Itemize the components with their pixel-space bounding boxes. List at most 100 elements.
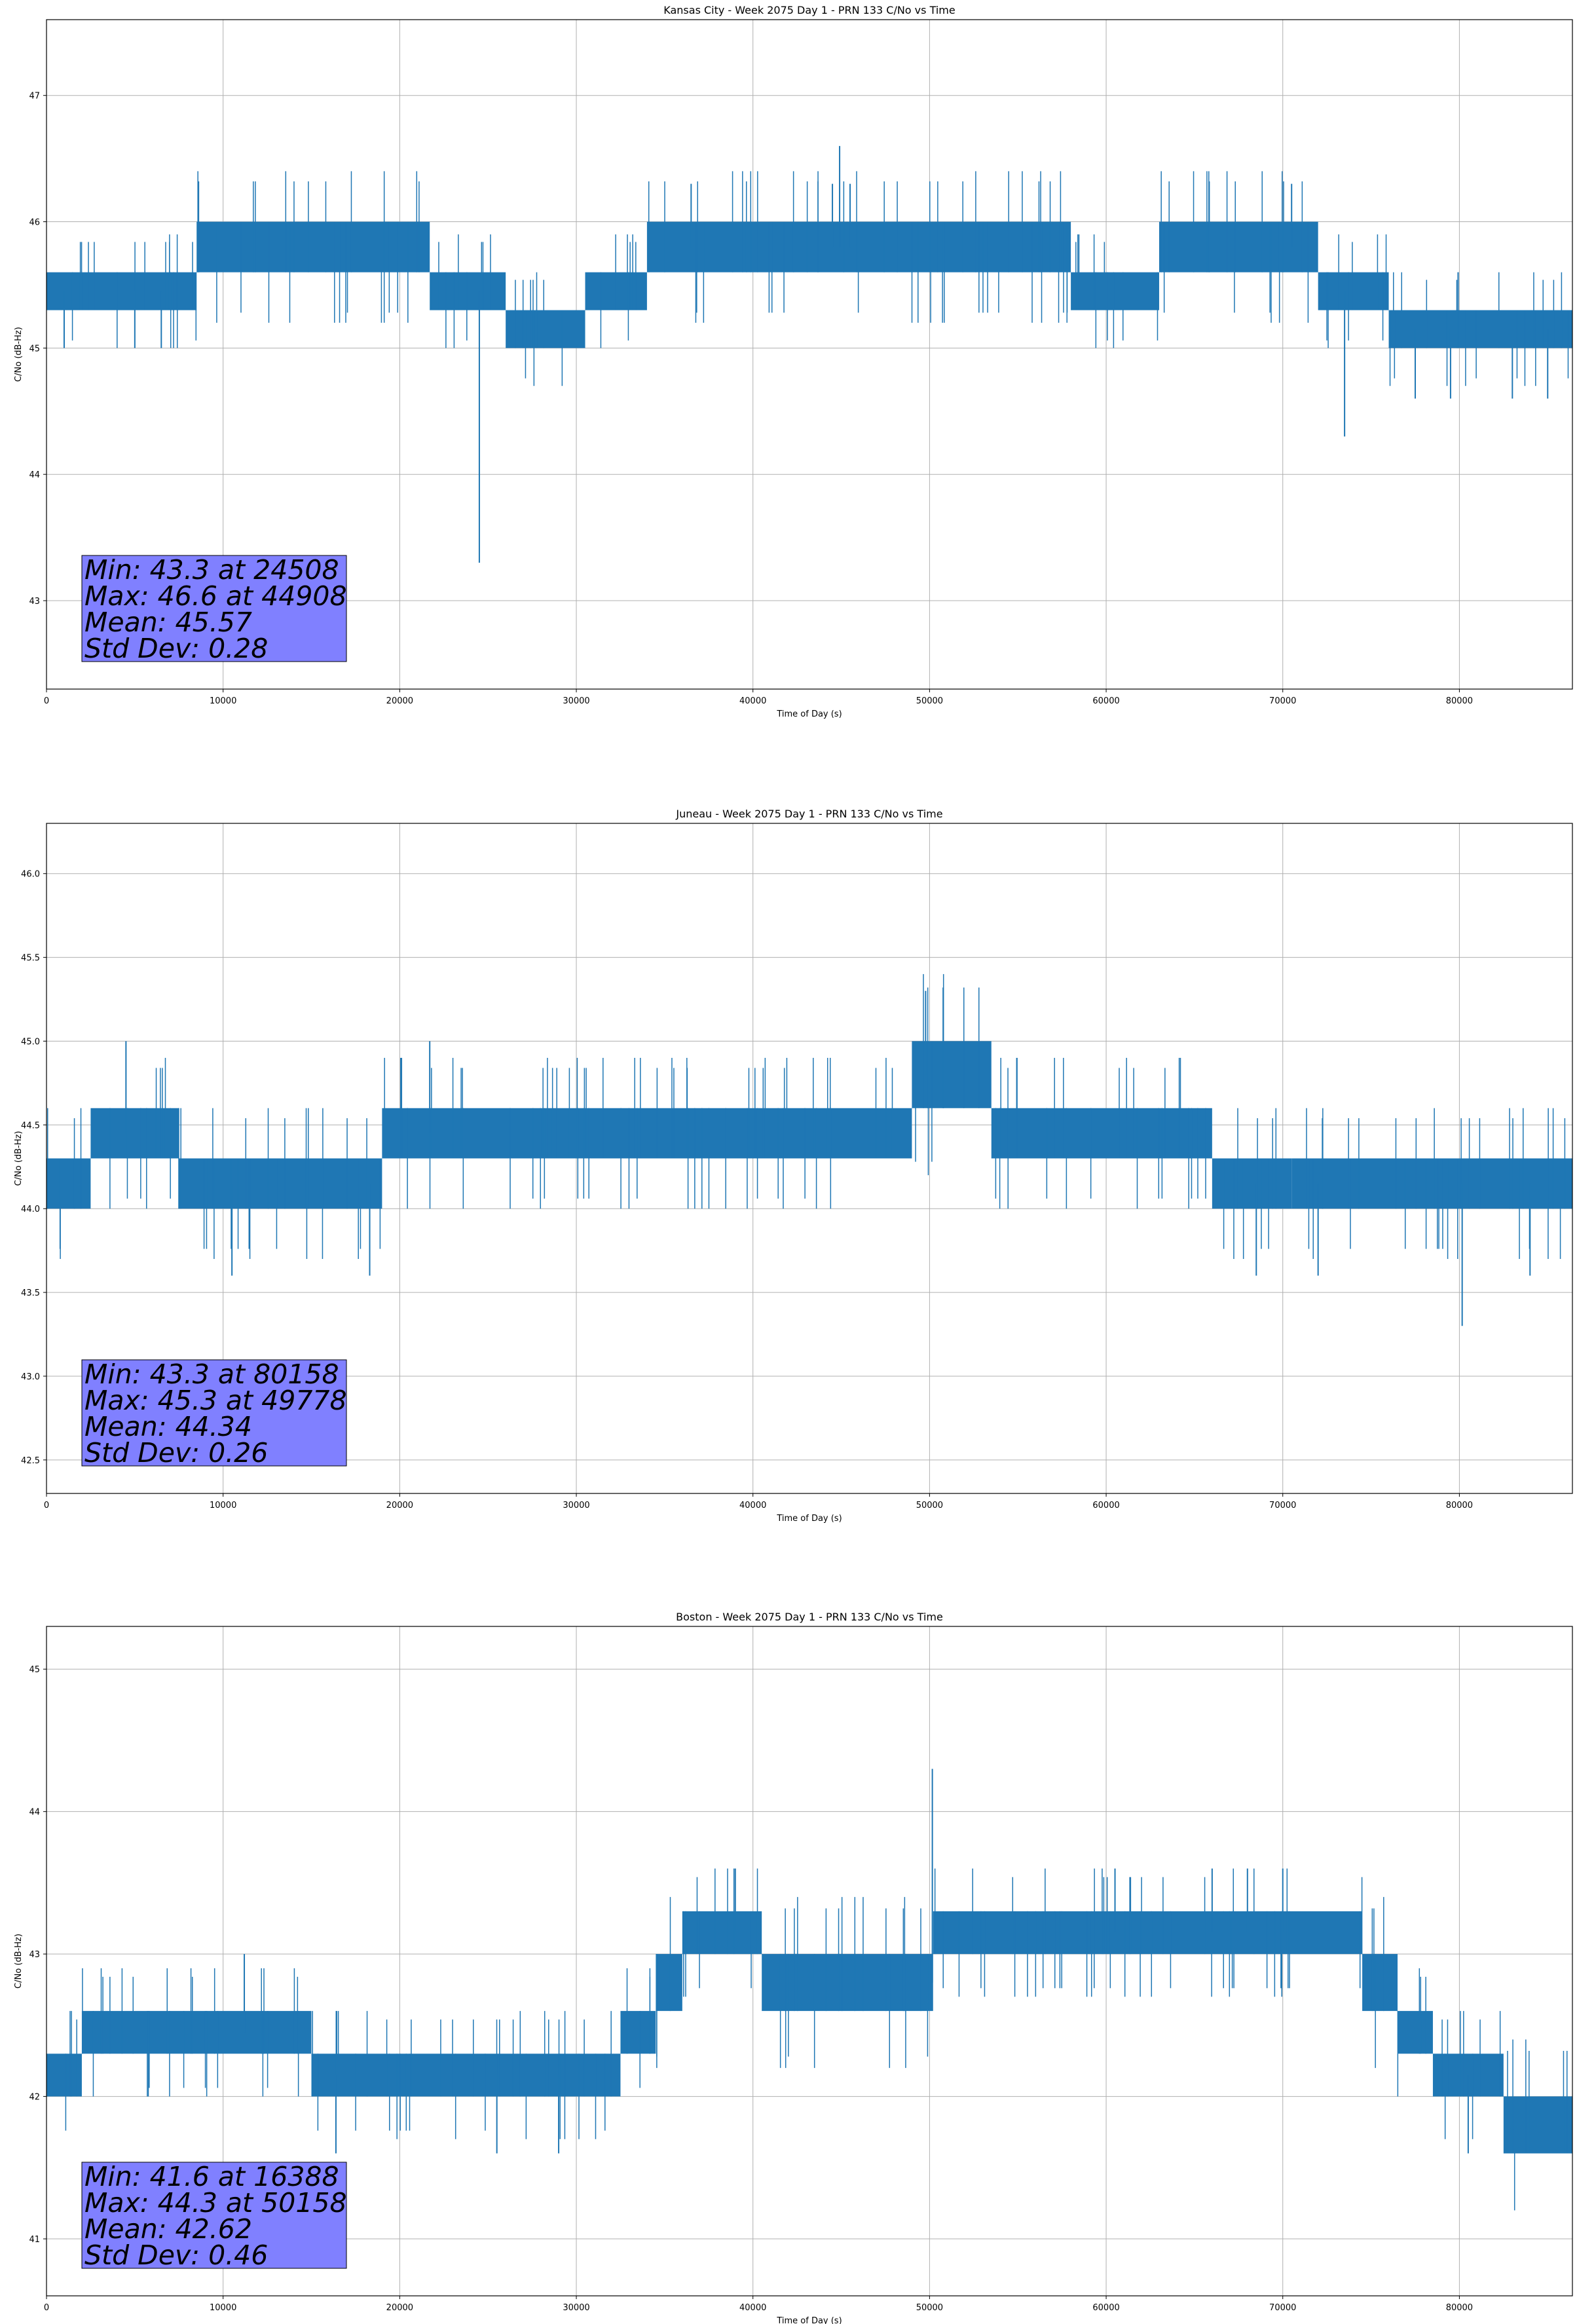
x-tick-label: 40000 — [739, 2303, 766, 2313]
x-tick-label: 30000 — [563, 2303, 589, 2313]
stats-box — [81, 555, 347, 662]
y-tick-label: 44.5 — [21, 1121, 40, 1131]
axes-frame — [46, 19, 1573, 690]
stats-line: Min: 43.3 at 24508 — [84, 554, 339, 586]
signal-band — [311, 2053, 621, 2097]
signal-band — [656, 1954, 682, 2012]
x-tick-label: 30000 — [563, 696, 589, 706]
y-tick-label: 44 — [29, 1808, 40, 1818]
signal-band — [1071, 272, 1159, 310]
signal-band — [506, 310, 585, 348]
series-line — [46, 1769, 1572, 2211]
y-tick-label: 43.5 — [21, 1288, 40, 1298]
signal-band — [1362, 1954, 1398, 2012]
stats-line: Min: 43.3 at 80158 — [84, 1359, 339, 1390]
signal-band — [81, 2011, 312, 2054]
y-axis-label: C/No (dB-Hz) — [14, 1131, 24, 1186]
y-axis-label: C/No (dB-Hz) — [14, 327, 24, 382]
x-tick-label: 80000 — [1446, 1501, 1473, 1510]
signal-band — [1388, 310, 1572, 348]
y-tick-label: 43 — [29, 1950, 40, 1960]
y-axis-label: C/No (dB-Hz) — [14, 1934, 24, 1989]
stats-box — [81, 2162, 347, 2269]
signal-band — [430, 272, 506, 310]
y-tick-label: 44.0 — [21, 1205, 40, 1214]
y-tick-label: 47 — [29, 92, 40, 102]
y-tick-label: 46 — [29, 218, 40, 228]
signal-band — [196, 221, 430, 272]
x-tick-label: 60000 — [1092, 696, 1119, 706]
x-tick-label: 40000 — [739, 696, 766, 706]
x-axis-label: Time of Day (s) — [776, 2316, 842, 2324]
y-tick-label: 45 — [29, 344, 40, 354]
x-tick-label: 20000 — [386, 2303, 413, 2313]
signal-band — [1291, 1158, 1572, 1209]
x-tick-label: 10000 — [210, 2303, 236, 2313]
x-tick-label: 10000 — [210, 696, 236, 706]
y-tick-label: 41 — [29, 2235, 40, 2245]
chart-title: Kansas City - Week 2075 Day 1 - PRN 133 … — [663, 4, 955, 16]
x-tick-label: 20000 — [386, 696, 413, 706]
series-line — [46, 974, 1572, 1326]
stats-line: Std Dev: 0.26 — [84, 1437, 268, 1469]
signal-band — [620, 2011, 656, 2054]
y-tick-label: 43 — [29, 597, 40, 607]
y-tick-label: 43.0 — [21, 1372, 40, 1382]
signal-band — [1398, 2011, 1433, 2054]
stats-line: Max: 44.3 at 50158 — [84, 2187, 347, 2219]
stats-line: Mean: 44.34 — [84, 1411, 252, 1442]
x-tick-label: 70000 — [1269, 696, 1296, 706]
series-line — [46, 145, 1572, 563]
chart-title: Boston - Week 2075 Day 1 - PRN 133 C/No … — [676, 1611, 943, 1623]
stats-line: Mean: 45.57 — [84, 607, 252, 638]
x-tick-label: 0 — [44, 696, 49, 706]
signal-band — [762, 1954, 933, 2012]
signal-band — [46, 272, 197, 310]
stats-line: Std Dev: 0.46 — [84, 2240, 268, 2271]
signal-band — [382, 1108, 603, 1159]
x-tick-label: 70000 — [1269, 2303, 1296, 2313]
x-tick-label: 60000 — [1092, 1501, 1119, 1510]
signal-band — [1212, 1158, 1292, 1209]
x-axis-label: Time of Day (s) — [776, 1514, 842, 1524]
chart-panel-3: 0 10000 20000 30000 40000 50000 60000 70000 8000… — [14, 1611, 1573, 2324]
axes-frame — [46, 823, 1573, 1494]
signal-band — [90, 1108, 179, 1159]
x-tick-label: 50000 — [916, 2303, 943, 2313]
signal-band — [682, 1911, 762, 1955]
signal-band — [933, 1911, 1363, 1955]
x-tick-label: 80000 — [1446, 696, 1473, 706]
chart-panel-2: 0 10000 20000 30000 40000 50000 60000 70000 8000… — [14, 808, 1573, 1524]
signal-band — [46, 2053, 82, 2097]
y-tick-label: 42 — [29, 2093, 40, 2103]
signal-band — [646, 221, 1071, 272]
stats-line: Min: 41.6 at 16388 — [84, 2161, 339, 2192]
x-tick-label: 50000 — [916, 696, 943, 706]
x-tick-label: 40000 — [739, 1501, 766, 1510]
stats-line: Max: 45.3 at 49778 — [84, 1385, 347, 1416]
x-tick-label: 80000 — [1446, 2303, 1473, 2313]
chart-title: Juneau - Week 2075 Day 1 - PRN 133 C/No … — [675, 808, 942, 820]
x-tick-label: 10000 — [210, 1501, 236, 1510]
x-axis-label: Time of Day (s) — [776, 709, 842, 719]
x-tick-label: 70000 — [1269, 1501, 1296, 1510]
chart-panel-1: 0 10000 20000 30000 40000 50000 60000 70000 8000… — [14, 4, 1573, 719]
signal-band — [1503, 2096, 1572, 2154]
x-tick-label: 0 — [44, 1501, 49, 1510]
y-tick-label: 42.5 — [21, 1456, 40, 1466]
signal-band — [1159, 221, 1318, 272]
x-tick-label: 20000 — [386, 1501, 413, 1510]
axes-frame — [46, 1626, 1573, 2296]
signal-band — [46, 1158, 91, 1209]
y-tick-label: 44 — [29, 470, 40, 480]
stats-line: Max: 46.6 at 44908 — [84, 580, 347, 612]
y-tick-label: 45.0 — [21, 1037, 40, 1047]
y-tick-label: 45.5 — [21, 954, 40, 964]
signal-band — [991, 1108, 1212, 1159]
stats-box — [81, 1359, 347, 1467]
x-tick-label: 60000 — [1092, 2303, 1119, 2313]
x-tick-label: 50000 — [916, 1501, 943, 1510]
signal-band — [179, 1158, 382, 1209]
y-tick-label: 45 — [29, 1665, 40, 1675]
